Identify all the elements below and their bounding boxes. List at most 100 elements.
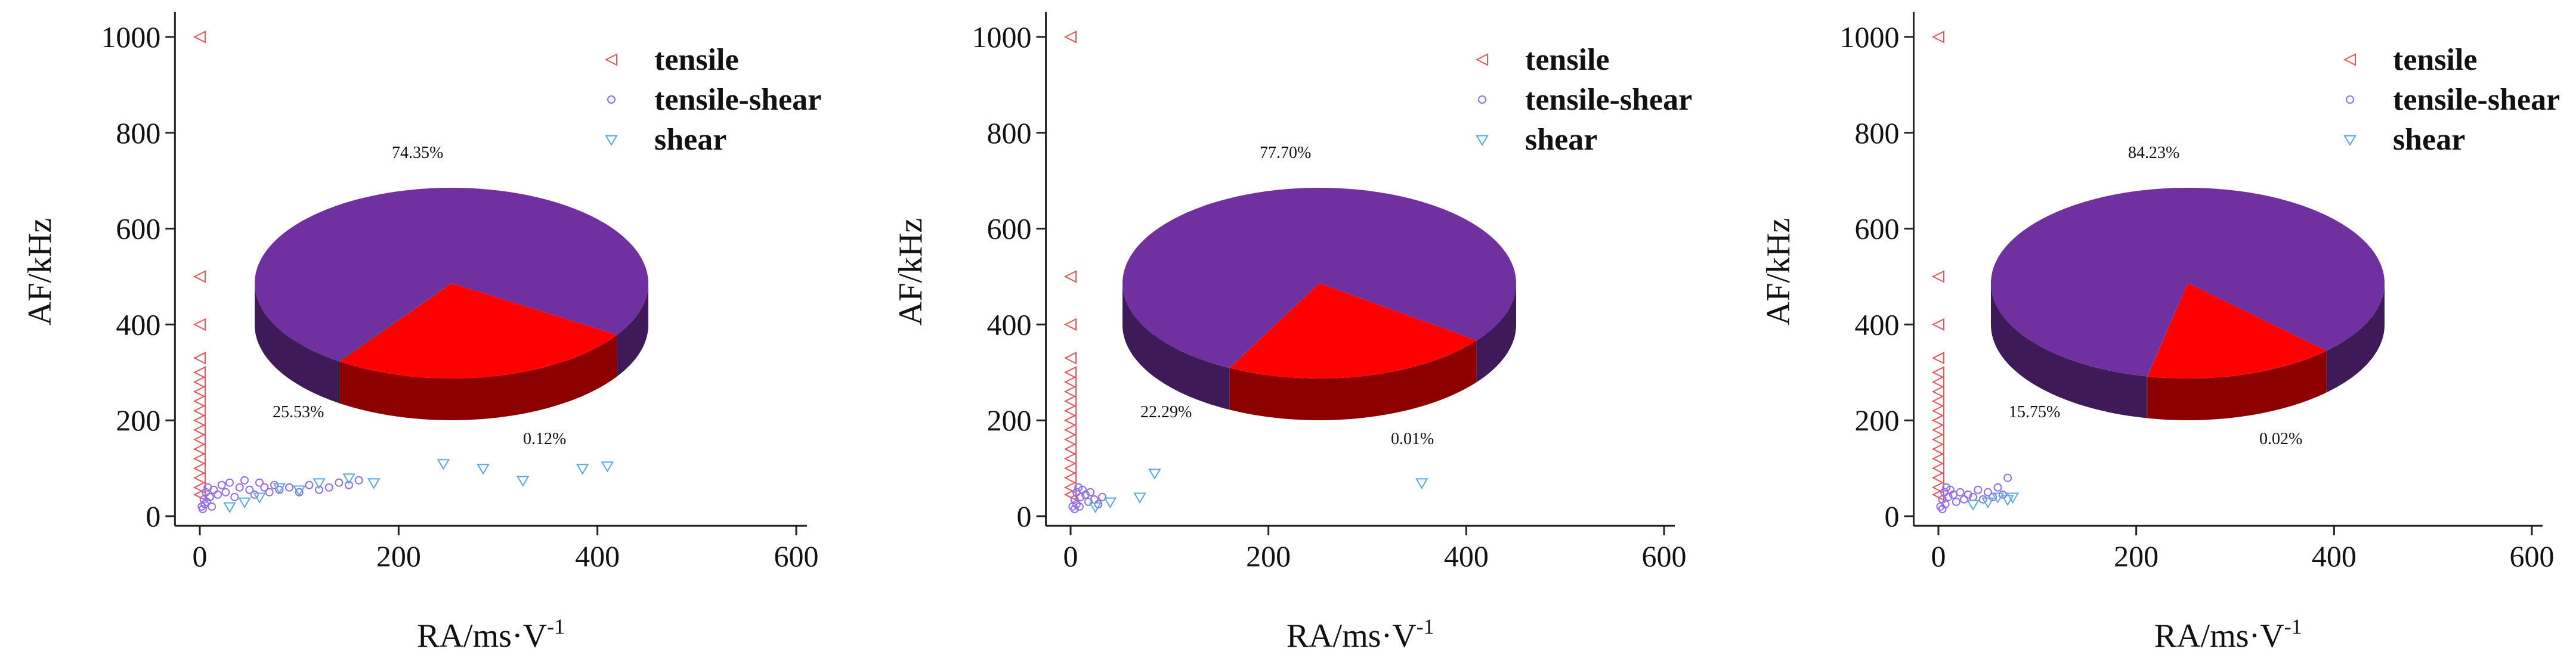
x-tick-label: 400 <box>2312 539 2357 573</box>
shear-point <box>2006 492 2020 504</box>
shear-point <box>1148 469 1161 480</box>
shear-point <box>477 464 490 475</box>
pie-chart: 77.70% 22.29% 0.01% <box>1122 144 1516 448</box>
series-tensile <box>1063 30 1077 501</box>
tensile-point <box>1063 404 1077 417</box>
tensile-point <box>193 442 206 456</box>
tensile-point <box>1931 414 1944 427</box>
pie-label-shear: 0.01% <box>1391 430 1434 448</box>
tensile-shear-point <box>214 490 222 499</box>
tensile-point <box>1063 423 1077 436</box>
tensile-point <box>193 423 206 436</box>
shear-point <box>273 483 286 494</box>
series-shear <box>1966 492 2020 511</box>
x-axis-label: RA/ms·V-1 <box>417 615 565 654</box>
tensile-shear-point <box>1952 497 1960 506</box>
tensile-shear-point <box>1974 485 1983 494</box>
tensile-point <box>193 376 206 389</box>
tensile-shear-point <box>1983 488 1992 497</box>
legend-label-shear: shear <box>654 123 726 157</box>
pie-chart: 84.23% 15.75% 0.02% <box>1990 144 2385 448</box>
tensile-point <box>1063 471 1077 485</box>
pie-side-tensile <box>1229 340 1477 420</box>
tensile-point <box>1063 270 1077 283</box>
tensile-shear-point <box>225 478 234 487</box>
x-tick-label: 200 <box>2114 539 2158 573</box>
legend-label-tensile-shear: tensile-shear <box>2393 83 2560 117</box>
tensile-shear-point <box>230 492 239 501</box>
pie-slice-shear <box>2147 283 2188 377</box>
tensile-point <box>193 414 206 427</box>
pie-label-tensile-shear: 77.70% <box>1260 144 1311 162</box>
shear-point <box>367 478 381 489</box>
tensile-point <box>193 395 206 408</box>
tensile-shear-point <box>199 504 207 513</box>
x-axis-label-main: RA/ms·V <box>417 618 547 654</box>
shear-point <box>253 492 266 504</box>
tensile-shear-point <box>1960 495 1969 504</box>
shear-point <box>516 476 530 487</box>
y-tick-label: 1000 <box>101 20 160 54</box>
tensile-shear-point <box>1075 502 1084 511</box>
tensile-shear-point <box>324 483 333 492</box>
tensile-point <box>1931 366 1944 379</box>
y-axis-label: AF/kHz <box>892 218 929 325</box>
pie-slice-tensile-shear <box>1990 187 2385 377</box>
x-tick-label: 600 <box>2510 539 2555 573</box>
x-axis-label-main: RA/ms·V <box>1287 618 1417 654</box>
pie-slice-shear <box>338 283 452 362</box>
shear-point <box>342 473 355 485</box>
tensile-point <box>1931 488 1944 501</box>
pie-side-shear <box>338 361 339 404</box>
pie-side-tensile <box>2147 350 2327 420</box>
tensile-shear-point <box>265 488 274 497</box>
tensile-shear-point <box>354 476 363 485</box>
shear-point <box>1103 497 1117 508</box>
legend-label-shear: shear <box>1525 123 1597 157</box>
y-tick-label: 400 <box>116 308 160 341</box>
legend-label-shear: shear <box>2393 123 2465 157</box>
pie-slice-tensile-shear <box>1122 187 1516 368</box>
y-tick-label: 600 <box>987 212 1032 246</box>
tensile-shear-point <box>1941 500 1950 508</box>
tensile-point <box>193 461 206 475</box>
tensile-shear-point <box>335 478 344 487</box>
tensile-point <box>193 488 206 501</box>
tensile-shear-point <box>217 480 226 489</box>
pie-label-tensile-shear: 74.35% <box>392 144 443 162</box>
x-axis-label: RA/ms·V-1 <box>2154 615 2302 654</box>
x-tick-label: 400 <box>1444 539 1489 573</box>
tensile-point <box>1931 471 1944 485</box>
pie-chart: 74.35% 25.53% 0.12% <box>254 144 648 448</box>
tensile-point <box>1931 270 1944 283</box>
chart-panel-2: 0 200 400 600 800 1000 0 200 400 600 RA/ms·V-1 AF/k… <box>892 11 1692 654</box>
pie-slice-tensile-shear <box>254 187 648 361</box>
tensile-point <box>1931 395 1944 408</box>
pie-slice-tensile <box>2147 283 2327 379</box>
tensile-point <box>1931 433 1944 446</box>
legend-marker-tensile-shear <box>1478 95 1486 104</box>
tensile-point <box>1063 488 1077 501</box>
tensile-shear-point <box>1070 504 1079 513</box>
tensile-point <box>193 433 206 446</box>
tensile-shear-point <box>2003 473 2012 482</box>
tensile-point <box>1063 376 1077 389</box>
tensile-shear-point <box>305 480 314 489</box>
y-tick-label: 800 <box>116 116 160 150</box>
tensile-point <box>1063 318 1077 331</box>
y-tick-label: 0 <box>1017 500 1032 533</box>
x-axis-label-sup: -1 <box>2284 615 2302 638</box>
pie-label-shear: 0.02% <box>2259 430 2302 448</box>
pie-label-tensile: 22.29% <box>1140 403 1192 421</box>
series-tensile <box>193 30 206 501</box>
series-shear <box>223 459 614 513</box>
shear-point <box>1991 492 2005 504</box>
pie-label-shear: 0.12% <box>523 430 566 448</box>
tensile-point <box>193 30 206 44</box>
y-tick-label: 800 <box>987 116 1032 150</box>
x-axis-label: RA/ms·V-1 <box>1287 615 1434 654</box>
tensile-point <box>1063 30 1077 44</box>
tensile-shear-point <box>240 476 249 485</box>
tensile-point <box>1931 352 1944 365</box>
y-tick-label: 0 <box>146 500 160 533</box>
